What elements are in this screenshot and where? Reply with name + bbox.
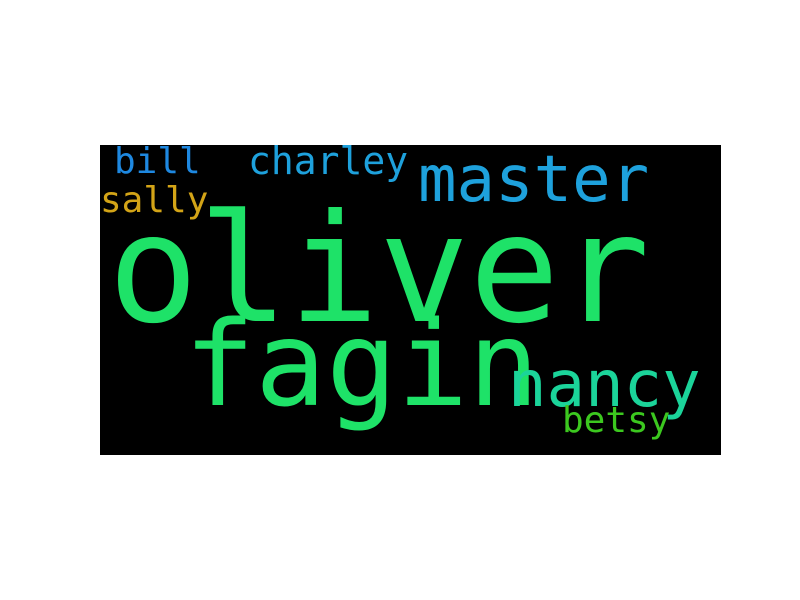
word-fagin: fagin bbox=[184, 295, 540, 433]
word-master: master bbox=[418, 145, 650, 217]
word-oliver: oliver bbox=[108, 183, 650, 357]
word-charley: charley bbox=[248, 145, 409, 183]
word-sally: sally bbox=[100, 180, 209, 221]
word-nancy: nancy bbox=[508, 348, 701, 422]
word-cloud: oliver fagin master nancy charley bill s… bbox=[100, 145, 721, 455]
word-betsy: betsy bbox=[562, 400, 671, 441]
word-bill: bill bbox=[114, 145, 201, 182]
